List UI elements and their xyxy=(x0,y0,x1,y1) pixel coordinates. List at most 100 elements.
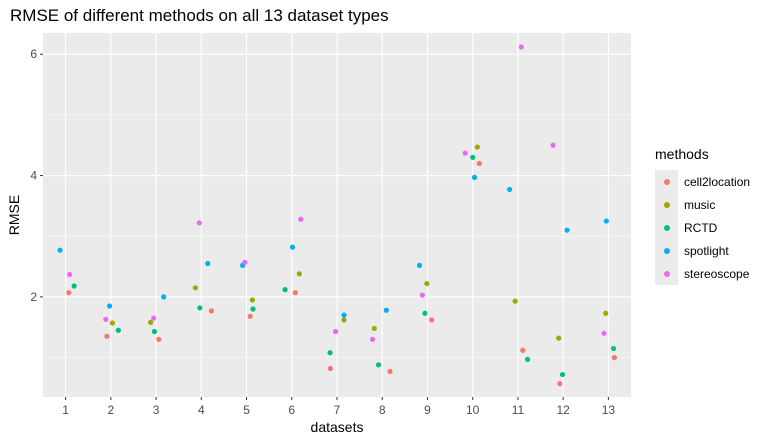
data-point xyxy=(550,142,556,148)
data-point xyxy=(512,298,518,304)
data-point xyxy=(106,303,113,309)
y-axis-title: RMSE xyxy=(6,195,22,235)
data-point xyxy=(104,333,110,339)
legend-item: stereoscope xyxy=(655,262,750,285)
legend-item: RCTD xyxy=(655,216,750,239)
data-point xyxy=(249,297,255,303)
data-point xyxy=(327,365,333,372)
data-point xyxy=(341,312,347,318)
data-point xyxy=(611,354,617,361)
data-point xyxy=(242,259,248,265)
data-point xyxy=(474,144,481,150)
legend-key xyxy=(655,216,678,239)
data-point xyxy=(327,350,333,356)
data-point xyxy=(476,160,482,167)
data-point xyxy=(564,227,570,233)
legend-key xyxy=(655,239,678,262)
legend-dot xyxy=(663,224,670,231)
legend-key xyxy=(655,193,678,216)
legend-key xyxy=(655,262,678,285)
data-point xyxy=(156,336,162,342)
data-point xyxy=(282,287,288,293)
x-tick-label: 8 xyxy=(379,403,386,417)
y-tick-label: 4 xyxy=(30,169,37,183)
data-point xyxy=(192,285,198,291)
data-point xyxy=(151,328,158,335)
data-point xyxy=(416,262,423,268)
legend-item: music xyxy=(655,193,750,216)
data-point xyxy=(115,327,121,333)
x-tick-label: 9 xyxy=(424,403,431,417)
data-point xyxy=(387,368,393,375)
data-point xyxy=(520,347,526,353)
data-point xyxy=(148,319,154,325)
data-point xyxy=(507,186,513,193)
data-point xyxy=(470,154,476,160)
data-point xyxy=(109,320,116,326)
data-point xyxy=(471,174,478,180)
data-point xyxy=(429,317,435,323)
data-point xyxy=(462,150,468,156)
data-point xyxy=(601,330,607,336)
legend-items: cell2location music RCTD spotlight stereosco… xyxy=(655,170,750,285)
data-point xyxy=(151,315,157,321)
data-point xyxy=(161,294,167,300)
data-point xyxy=(103,316,109,322)
legend-dot xyxy=(663,247,670,254)
data-point xyxy=(247,313,253,319)
x-tick-label: 3 xyxy=(153,403,160,417)
data-point xyxy=(424,280,430,287)
x-axis-title: datasets xyxy=(311,419,364,435)
legend-label: stereoscope xyxy=(684,266,750,281)
data-point xyxy=(196,220,202,226)
x-tick-label: 7 xyxy=(334,403,341,417)
x-axis: 1 2 3 4 5 6 7 8 9 10 11 12 13 xyxy=(62,397,615,417)
data-point xyxy=(603,218,609,224)
legend-item: spotlight xyxy=(655,239,750,262)
data-point xyxy=(250,306,256,312)
data-points xyxy=(57,44,617,387)
data-point xyxy=(610,345,617,352)
legend-key xyxy=(655,170,678,193)
data-point xyxy=(57,247,63,253)
x-tick-label: 4 xyxy=(198,403,205,417)
data-point xyxy=(205,260,211,267)
data-point xyxy=(518,44,524,50)
x-tick-label: 6 xyxy=(288,403,295,417)
data-point xyxy=(341,317,347,323)
data-point xyxy=(296,271,302,277)
chart-title: RMSE of different methods on all 13 data… xyxy=(10,6,389,25)
legend-item: cell2location xyxy=(655,170,750,193)
y-tick-label: 6 xyxy=(30,47,37,61)
x-tick-label: 10 xyxy=(466,403,480,417)
legend-label: cell2location xyxy=(684,174,751,189)
data-point xyxy=(208,308,215,314)
y-tick-label: 2 xyxy=(30,290,37,304)
data-point xyxy=(556,335,562,341)
x-tick-label: 5 xyxy=(243,403,250,417)
legend-label: music xyxy=(684,197,716,212)
data-point xyxy=(71,283,77,289)
data-point xyxy=(524,356,531,362)
x-tick-label: 11 xyxy=(512,403,525,417)
data-point xyxy=(383,307,389,313)
data-point xyxy=(369,336,376,342)
legend-title: methods xyxy=(655,146,709,162)
data-point xyxy=(603,310,609,316)
data-point xyxy=(371,325,377,332)
y-axis: 2 4 6 xyxy=(30,47,43,304)
data-point xyxy=(292,290,298,296)
data-point xyxy=(332,328,339,335)
legend-dot xyxy=(663,270,670,277)
x-tick-label: 2 xyxy=(108,403,115,417)
legend-label: spotlight xyxy=(684,243,729,258)
legend-dot xyxy=(663,178,670,185)
legend-dot xyxy=(663,201,670,208)
x-tick-label: 13 xyxy=(602,403,616,417)
x-tick-label: 12 xyxy=(556,403,570,417)
data-point xyxy=(67,271,73,278)
x-tick-label: 1 xyxy=(62,403,69,417)
data-point xyxy=(422,310,428,316)
legend: methods cell2location music RCTD spotlight s… xyxy=(655,146,750,285)
